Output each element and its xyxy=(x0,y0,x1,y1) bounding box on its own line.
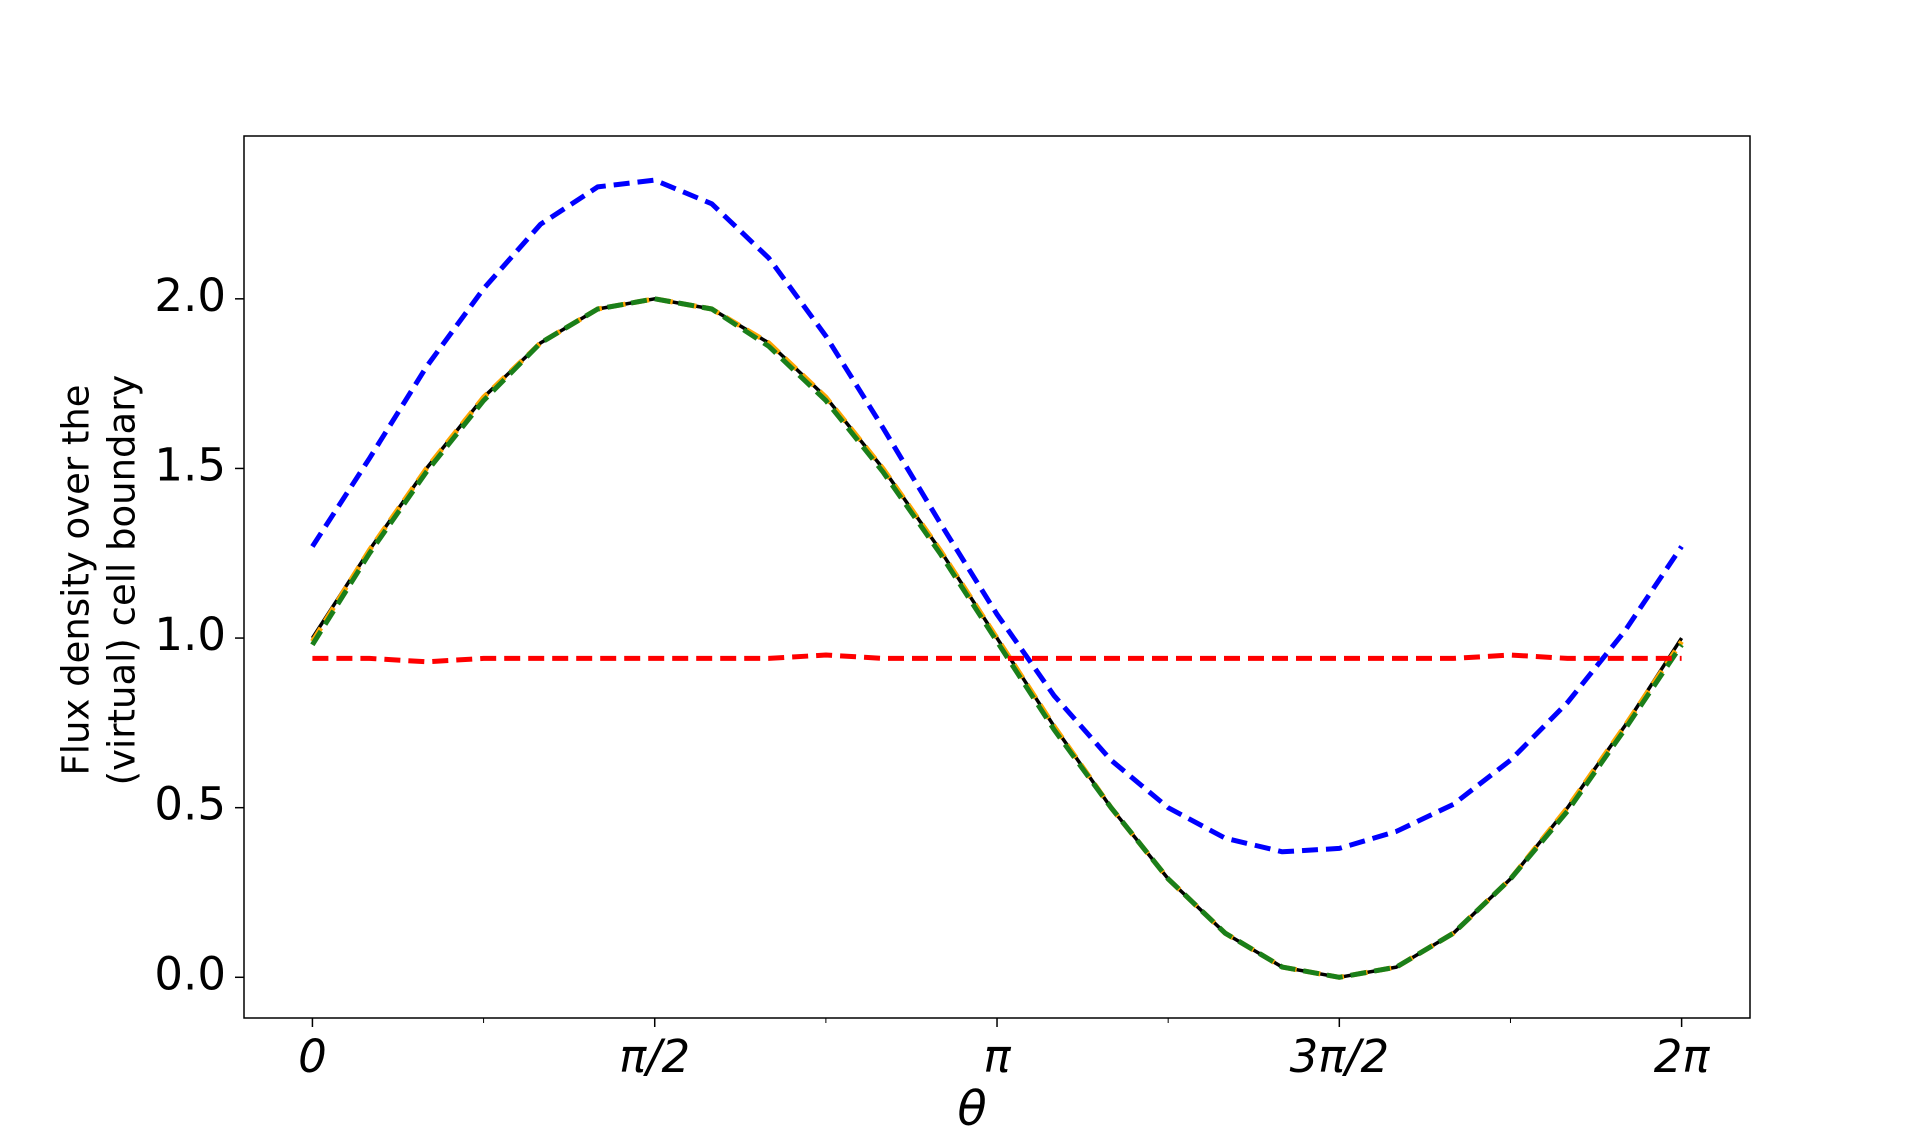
y-tick-label: 0.5 xyxy=(154,778,226,831)
y-tick-label: 2.0 xyxy=(154,269,226,322)
x-tick-label: π xyxy=(983,1030,1011,1083)
x-axis-label: θ xyxy=(957,1081,986,1129)
plot-frame xyxy=(243,135,1751,1019)
y-axis-label: (virtual) cell boundary xyxy=(101,375,144,786)
x-tick-label: 2π xyxy=(1654,1030,1711,1083)
x-tick-label: π/2 xyxy=(619,1030,690,1083)
y-tick-label: 1.0 xyxy=(154,608,226,661)
data-line xyxy=(310,177,1684,855)
y-tick-label: 0.0 xyxy=(154,947,226,1000)
data-line xyxy=(310,297,1684,980)
y-tick-label: 1.5 xyxy=(154,438,226,491)
data-line xyxy=(310,296,1684,980)
x-tick-label: 0 xyxy=(298,1030,327,1083)
x-tick-label: 3π/2 xyxy=(1290,1030,1390,1083)
data-line xyxy=(312,652,1682,665)
y-axis-label: Flux density over the xyxy=(55,384,98,775)
